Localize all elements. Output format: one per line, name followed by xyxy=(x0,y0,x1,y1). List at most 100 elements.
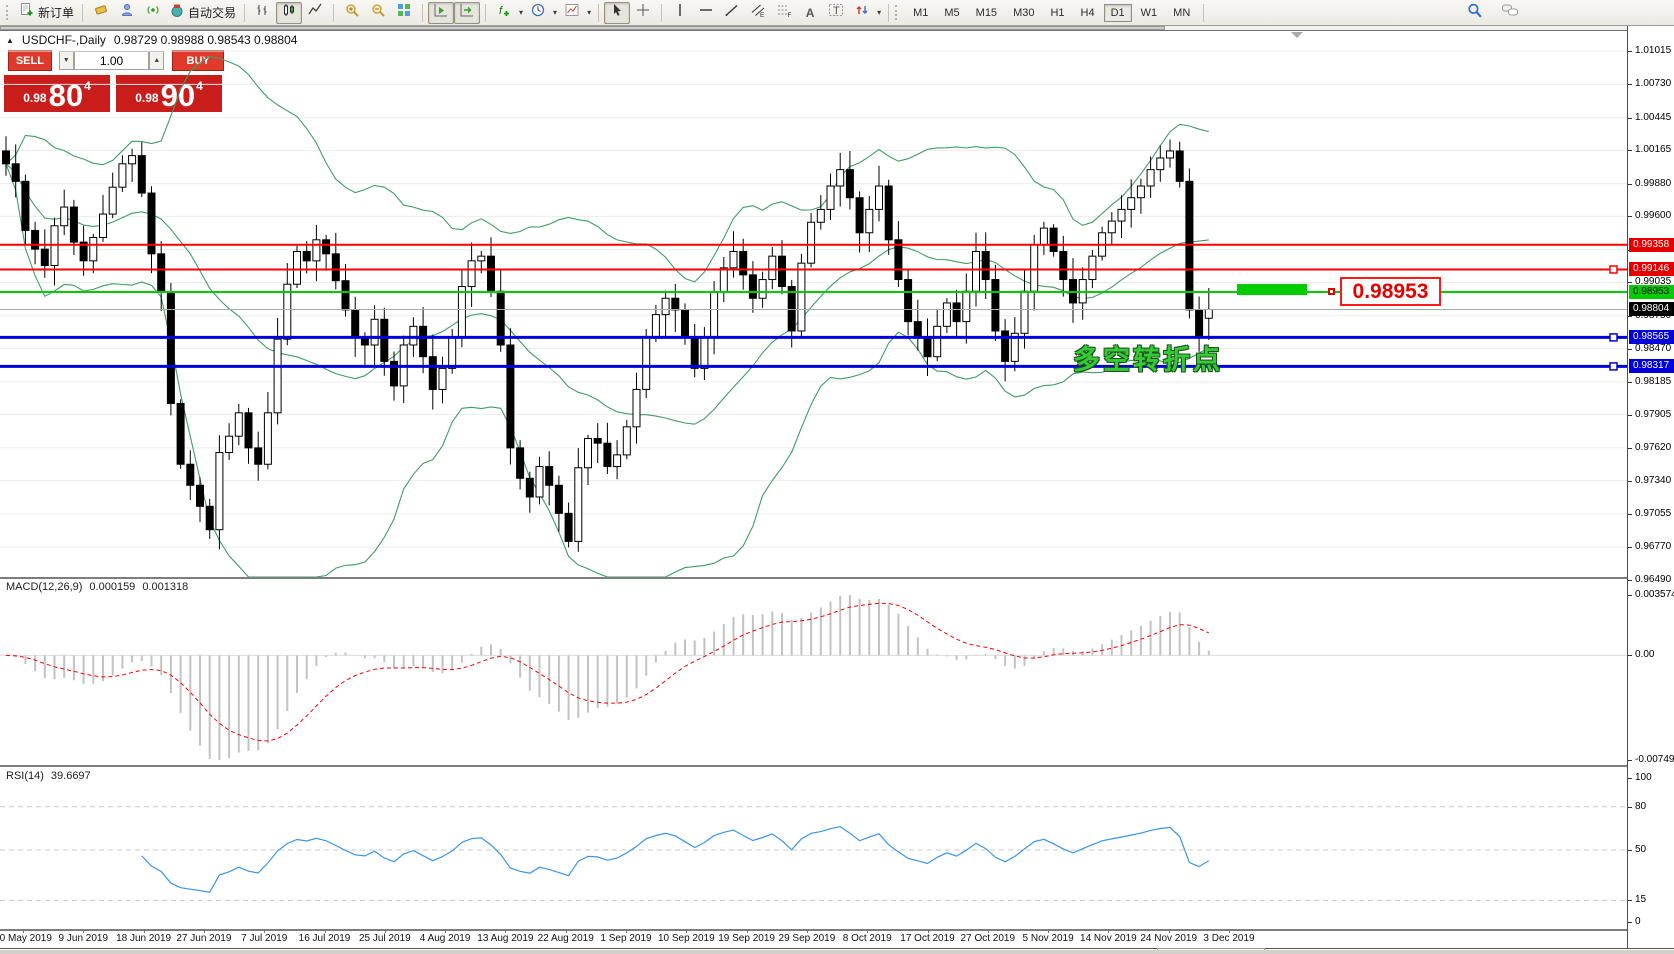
candle xyxy=(40,229,49,278)
auto-trading-label: 自动交易 xyxy=(188,6,237,20)
zoom-out-button[interactable] xyxy=(365,2,391,24)
crosshair-button[interactable] xyxy=(630,2,656,24)
metaeditor-button[interactable] xyxy=(88,2,114,24)
timeframe-D1[interactable]: D1 xyxy=(1103,3,1132,22)
toolbar-grip[interactable] xyxy=(6,5,12,20)
price-tick-mark xyxy=(1628,150,1632,152)
price-tick-mark xyxy=(1628,513,1632,515)
date-tick-mark xyxy=(806,929,808,933)
price-badge-current[interactable]: 0.98804 xyxy=(1629,302,1674,317)
timeframe-H4[interactable]: H4 xyxy=(1080,6,1095,19)
fibonacci-button[interactable]: F xyxy=(771,2,797,24)
panel-separator[interactable] xyxy=(0,577,1674,580)
price-tick-label: 1.00730 xyxy=(1635,78,1672,90)
auto-scroll-button[interactable] xyxy=(428,1,455,24)
toolbar-group-services: 自动交易 xyxy=(86,0,241,26)
signals-button[interactable] xyxy=(140,2,166,24)
chart-shift-button[interactable] xyxy=(454,1,481,24)
date-label: 27 Jun 2019 xyxy=(176,933,232,944)
macd-panel-canvas[interactable] xyxy=(0,579,1627,765)
toolbar-group-insert: f ▾ ▾ ▾ xyxy=(489,0,595,26)
candle xyxy=(1001,319,1010,382)
bottom-scroll-position[interactable] xyxy=(1157,948,1265,951)
main-chart-canvas[interactable] xyxy=(0,31,1627,577)
price-badge-red[interactable]: 0.99358 xyxy=(1629,237,1674,252)
text-button[interactable]: A xyxy=(797,2,823,24)
macd-label: MACD(12,26,9) xyxy=(6,581,83,593)
price-callout[interactable]: 0.98953 xyxy=(1340,277,1441,306)
highlight-rectangle[interactable] xyxy=(1237,284,1307,296)
line-chart-button[interactable] xyxy=(302,2,328,24)
trendline-button[interactable] xyxy=(719,2,745,24)
annotation-text[interactable]: 多空转折点 xyxy=(1073,345,1223,375)
bar-chart-button[interactable] xyxy=(250,2,276,24)
price-badge-red[interactable]: 0.99146 xyxy=(1629,262,1674,277)
price-tick-label: 0.96770 xyxy=(1635,541,1672,553)
timeframe-W1[interactable]: W1 xyxy=(1140,6,1158,19)
indicators-icon: f xyxy=(496,2,512,23)
chart-scrollbar-thumb[interactable] xyxy=(0,26,1165,30)
date-label: 16 Jul 2019 xyxy=(298,933,351,944)
indicators-dropdown-caret[interactable]: ▾ xyxy=(519,8,524,17)
search-icon xyxy=(1466,2,1483,24)
profile-button[interactable] xyxy=(114,2,140,24)
periods-button[interactable] xyxy=(525,2,551,24)
candle xyxy=(1059,235,1068,297)
timeframe-M5[interactable]: M5 xyxy=(944,6,960,19)
channel-button[interactable]: E xyxy=(745,2,771,24)
candle xyxy=(1030,234,1039,311)
price-tick-mark xyxy=(1628,480,1632,482)
arrows-dropdown-caret[interactable]: ▾ xyxy=(877,8,882,17)
date-tick-mark xyxy=(686,929,688,933)
date-label: 5 Nov 2019 xyxy=(1022,933,1074,944)
price-tick-label: 1.01015 xyxy=(1635,45,1672,56)
sell-price-point: 4 xyxy=(84,79,91,93)
zoom-in-button[interactable] xyxy=(339,2,365,24)
search-button[interactable] xyxy=(1461,2,1487,24)
price-callout-anchor[interactable] xyxy=(1328,288,1335,295)
buy-price-display[interactable]: 0.98 90 4 xyxy=(116,75,222,112)
auto-trading-button[interactable]: 自动交易 xyxy=(166,2,239,24)
candlestick-chart-button[interactable] xyxy=(276,1,303,24)
candle xyxy=(778,240,786,295)
buy-button[interactable]: BUY xyxy=(172,50,225,71)
text-label-button[interactable]: T xyxy=(823,2,849,24)
date-axis[interactable]: 30 May 2019 9 Jun 2019 18 Jun 2019 27 Jun 2… xyxy=(0,929,1627,949)
toolbar-grip[interactable] xyxy=(895,5,901,20)
indicators-button[interactable]: f xyxy=(491,2,517,24)
sell-price-display[interactable]: 0.98 80 4 xyxy=(4,75,110,112)
periods-dropdown-caret[interactable]: ▾ xyxy=(553,8,558,17)
date-tick-mark xyxy=(264,929,266,933)
templates-dropdown-caret[interactable]: ▾ xyxy=(587,8,592,17)
horizontal-line-button[interactable] xyxy=(693,2,719,24)
level-line-handle xyxy=(1609,265,1618,274)
chat-button[interactable] xyxy=(1497,2,1523,24)
vertical-line-button[interactable] xyxy=(667,2,693,24)
date-tick-mark xyxy=(1229,929,1230,933)
collapse-icon[interactable]: ▲ xyxy=(6,35,14,45)
timeframe-MN[interactable]: MN xyxy=(1173,6,1191,19)
timeframe-M15[interactable]: M15 xyxy=(975,6,998,19)
panel-separator[interactable] xyxy=(0,765,1674,768)
chart-shift-marker[interactable] xyxy=(1291,32,1303,38)
tile-windows-button[interactable] xyxy=(391,2,417,24)
timeframe-M1[interactable]: M1 xyxy=(913,6,929,19)
price-badge-blue[interactable]: 0.98317 xyxy=(1629,359,1674,374)
price-badge-blue[interactable]: 0.98565 xyxy=(1629,330,1674,345)
toolbar: 新订单 自动交易 xyxy=(0,0,1674,26)
price-axis[interactable]: 1.01015 1.00730 1.00445 1.00165 0.99880 0.996… xyxy=(1627,26,1674,948)
templates-button[interactable] xyxy=(559,2,585,24)
cursor-button[interactable] xyxy=(604,1,631,24)
price-badge-green[interactable]: 0.98953 xyxy=(1629,285,1674,300)
candle xyxy=(661,290,670,337)
rsi-panel-canvas[interactable] xyxy=(0,767,1627,929)
timeframe-M30[interactable]: M30 xyxy=(1013,6,1035,19)
new-order-button[interactable]: 新订单 xyxy=(16,2,77,24)
sell-button[interactable]: SELL xyxy=(8,50,52,71)
candle xyxy=(1166,139,1174,168)
date-tick-mark xyxy=(987,929,989,933)
arrows-button[interactable] xyxy=(849,2,875,24)
price-tick-label: 0.99035 xyxy=(1635,276,1672,288)
candle xyxy=(913,299,922,351)
timeframe-H1[interactable]: H1 xyxy=(1050,6,1065,19)
